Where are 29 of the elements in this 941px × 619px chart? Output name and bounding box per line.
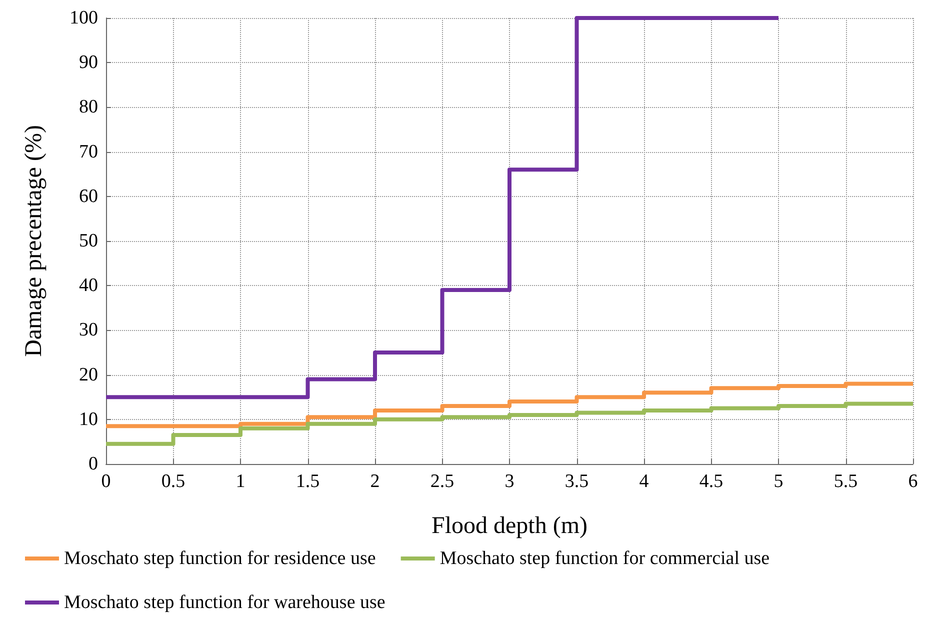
x-tick-label: 4 [639,471,650,492]
y-tick-label: 50 [79,230,98,252]
y-tick-label: 70 [79,141,98,162]
y-tick-label: 40 [79,275,98,296]
x-tick-label: 5 [774,471,784,492]
x-tick-label: 0.5 [161,471,186,492]
y-axis-title: Damage precentage (%) [21,125,47,357]
y-tick-label: 0 [88,454,98,474]
legend-label: Moschato step function for commercial use [440,548,770,569]
x-tick-label: 3 [504,471,514,492]
y-tick-label: 90 [79,52,98,74]
x-tick-label: 4.5 [699,471,724,492]
x-tick-label: 2 [370,471,380,492]
y-tick-label: 100 [70,8,98,28]
legend-label: Moschato step function for warehouse use [64,592,386,613]
y-tick-label: 80 [79,96,98,118]
x-tick-label: 3.5 [564,471,589,492]
x-tick-label: 2.5 [430,471,454,492]
x-tick-label: 1.5 [296,471,320,492]
legend-label: Moschato step function for residence use [64,548,376,569]
y-tick-label: 10 [79,408,98,430]
x-axis-title: Flood depth (m) [432,513,588,539]
y-tick-label: 60 [79,186,98,207]
y-tick-label: 20 [79,364,98,386]
x-tick-label: 0 [101,471,111,492]
x-tick-label: 1 [236,471,246,492]
x-tick-label: 6 [908,471,918,492]
y-tick-label: 30 [79,320,98,341]
x-tick-label: 5.5 [834,471,858,492]
